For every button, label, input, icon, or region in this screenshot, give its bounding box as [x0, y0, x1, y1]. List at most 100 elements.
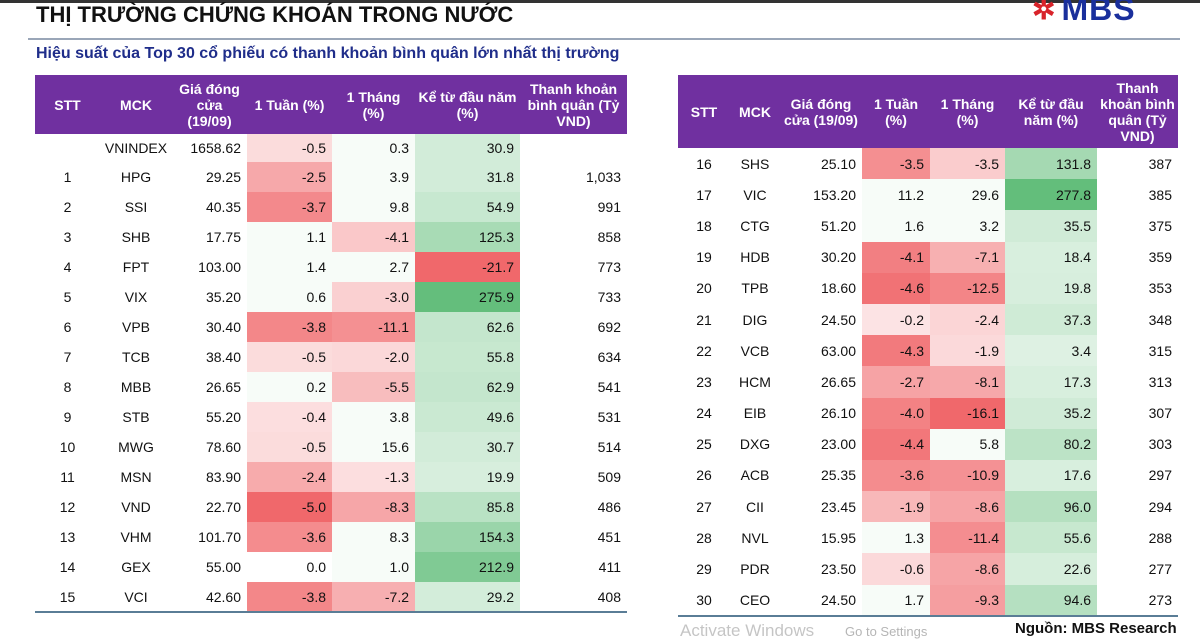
table-row: 14 GEX 55.00 0.0 1.0 212.9 411 — [35, 552, 627, 582]
close-price-cell: 78.60 — [205, 439, 241, 455]
avg-liquidity-cell: 541 — [597, 379, 621, 395]
avg-liquidity-cell: 375 — [1148, 217, 1172, 234]
ytd-change-cell: 35.5 — [1005, 210, 1097, 242]
column-header-week-change: 1 Tuần (%) — [862, 75, 930, 148]
avg-liquidity-cell: 294 — [1148, 498, 1172, 515]
month-change-cell: -3.0 — [332, 282, 415, 312]
month-change-cell: 15.6 — [332, 432, 415, 462]
ticker-cell: VPB — [121, 319, 150, 335]
avg-liquidity-cell: 288 — [1148, 529, 1172, 546]
avg-liquidity-cell: 411 — [598, 559, 621, 575]
logo-text: MBS — [1061, 0, 1136, 27]
week-change-cell: -4.3 — [862, 335, 930, 367]
avg-liquidity-cell: 313 — [1148, 373, 1172, 390]
close-price-cell: 24.50 — [820, 591, 856, 608]
table-row: 9 STB 55.20 -0.4 3.8 49.6 531 — [35, 402, 627, 432]
table-row: 1 HPG 29.25 -2.5 3.9 31.8 1,033 — [35, 162, 627, 192]
close-price-cell: 101.70 — [198, 529, 241, 545]
stt-cell: 9 — [63, 409, 72, 425]
avg-liquidity-cell: 348 — [1148, 311, 1172, 328]
table-row: 7 TCB 38.40 -0.5 -2.0 55.8 634 — [35, 342, 627, 372]
month-change-cell: -2.0 — [332, 342, 415, 372]
stt-cell: 4 — [63, 259, 72, 275]
table-header: STT MCK Giá đóng cửa (19/09) 1 Tuần (%) 1 Th… — [35, 75, 627, 134]
ytd-change-cell: 17.3 — [1005, 366, 1097, 398]
ytd-change-cell: 80.2 — [1005, 428, 1097, 460]
table-row: 25 DXG 23.00 -4.4 5.8 80.2 303 — [678, 428, 1178, 460]
week-change-cell: -0.4 — [247, 402, 332, 432]
stt-cell: 17 — [696, 186, 712, 203]
avg-liquidity-cell: 408 — [597, 588, 621, 605]
stt-cell: 28 — [696, 529, 712, 546]
avg-liquidity-cell: 692 — [597, 319, 621, 335]
ytd-change-cell: 131.8 — [1005, 148, 1097, 180]
close-price-cell: 29.25 — [205, 169, 241, 185]
close-price-cell: 23.00 — [820, 436, 856, 453]
mbs-logo: ✲ MBS — [1032, 0, 1136, 27]
top-border — [0, 0, 1200, 3]
close-price-cell: 40.35 — [205, 199, 241, 215]
avg-liquidity-cell: 387 — [1148, 155, 1172, 172]
week-change-cell: -4.4 — [862, 428, 930, 460]
week-change-cell: 1.3 — [862, 522, 930, 554]
ticker-cell: SHB — [121, 229, 151, 245]
month-change-cell: -1.3 — [332, 462, 415, 492]
close-price-cell: 55.20 — [205, 409, 241, 425]
month-change-cell: 3.8 — [332, 402, 415, 432]
table-row: 16 SHS 25.10 -3.5 -3.5 131.8 387 — [678, 148, 1178, 180]
ticker-cell: DXG — [739, 436, 771, 453]
week-change-cell: -3.5 — [862, 148, 930, 180]
ytd-change-cell: 277.8 — [1005, 179, 1097, 211]
table-row: 15 VCI 42.60 -3.8 -7.2 29.2 408 — [35, 582, 627, 612]
avg-liquidity-cell: 531 — [597, 409, 621, 425]
ytd-change-cell: 18.4 — [1005, 241, 1097, 273]
column-header-month-change: 1 Tháng (%) — [930, 75, 1005, 148]
avg-liquidity-cell: 486 — [597, 499, 621, 515]
week-change-cell: -0.2 — [862, 303, 930, 336]
month-change-cell: -12.5 — [930, 272, 1005, 304]
ticker-cell: VND — [121, 499, 151, 515]
ytd-change-cell: 62.9 — [415, 372, 520, 402]
stt-cell: 8 — [63, 379, 72, 395]
column-header-ticker: MCK — [100, 75, 172, 134]
stt-cell: 19 — [696, 249, 712, 266]
month-change-cell: 3.9 — [332, 162, 415, 192]
close-price-cell: 25.10 — [820, 155, 856, 172]
month-change-cell: 0.3 — [332, 134, 415, 162]
table-row: 19 HDB 30.20 -4.1 -7.1 18.4 359 — [678, 241, 1178, 273]
ticker-cell: HDB — [740, 249, 770, 266]
ytd-change-cell: 19.9 — [415, 462, 520, 492]
week-change-cell: -1.9 — [862, 491, 930, 523]
watermark-line2: Go to Settings — [845, 624, 928, 639]
ticker-cell: STB — [122, 409, 150, 425]
close-price-cell: 42.60 — [205, 588, 241, 605]
ytd-change-cell: 49.6 — [415, 402, 520, 432]
close-price-cell: 35.20 — [205, 289, 241, 305]
month-change-cell: -7.2 — [332, 582, 415, 612]
ticker-cell: MSN — [120, 469, 152, 485]
ytd-change-cell: 54.9 — [415, 192, 520, 222]
table-row: 2 SSI 40.35 -3.7 9.8 54.9 991 — [35, 192, 627, 222]
ticker-cell: DIG — [742, 311, 768, 328]
star-logo-icon: ✲ — [1032, 0, 1056, 25]
page-title: THỊ TRƯỜNG CHỨNG KHOÁN TRONG NƯỚC — [36, 2, 514, 27]
avg-liquidity-cell: 359 — [1148, 249, 1172, 266]
table-row: 11 MSN 83.90 -2.4 -1.3 19.9 509 — [35, 462, 627, 492]
table-row: 30 CEO 24.50 1.7 -9.3 94.6 273 — [678, 584, 1178, 616]
ticker-cell: SSI — [124, 199, 148, 215]
ticker-cell: GEX — [121, 559, 151, 575]
ticker-cell: CEO — [739, 591, 771, 608]
month-change-cell: -8.3 — [332, 492, 415, 522]
week-change-cell: -2.4 — [247, 462, 332, 492]
column-header-ticker: MCK — [730, 75, 780, 148]
stt-cell: 23 — [696, 373, 712, 390]
close-price-cell: 1658.62 — [190, 140, 241, 156]
close-price-cell: 15.95 — [820, 529, 856, 546]
ytd-change-cell: 31.8 — [415, 162, 520, 192]
week-change-cell: 1.7 — [862, 584, 930, 616]
avg-liquidity-cell: 273 — [1148, 591, 1172, 608]
table-row: 22 VCB 63.00 -4.3 -1.9 3.4 315 — [678, 335, 1178, 367]
month-change-cell: -8.6 — [930, 491, 1005, 523]
table-row: 27 CII 23.45 -1.9 -8.6 96.0 294 — [678, 491, 1178, 523]
stt-cell: 10 — [59, 439, 76, 455]
